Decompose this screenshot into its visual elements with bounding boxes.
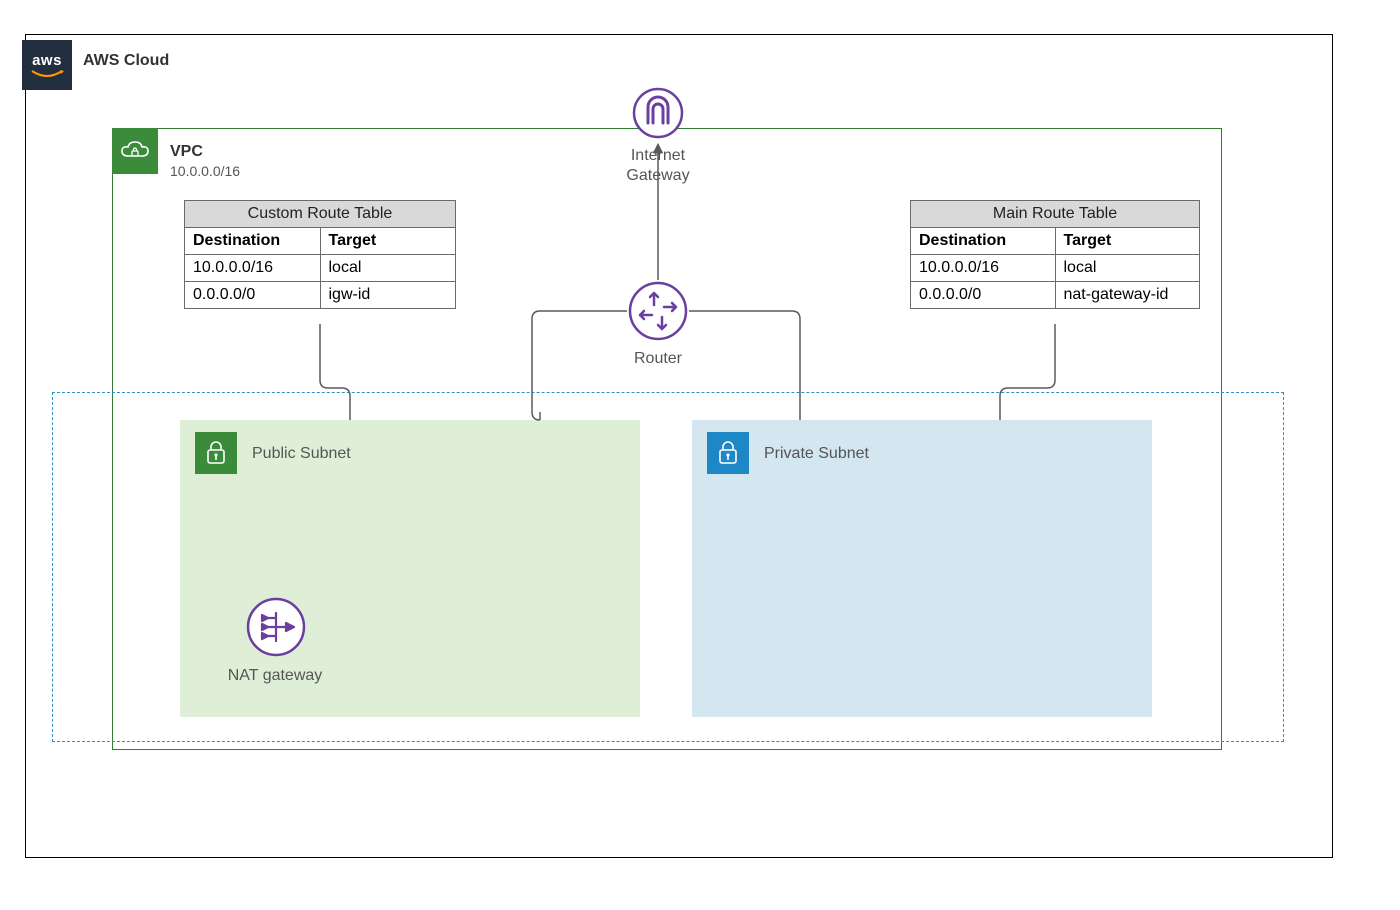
nat-gateway-icon <box>246 597 306 657</box>
nat-gateway-label: NAT gateway <box>210 667 340 685</box>
internet-gateway-icon <box>632 87 684 139</box>
public-subnet-badge <box>195 432 237 474</box>
main-route-table-title: Main Route Table <box>911 201 1200 228</box>
main-rt-col-target: Target <box>1055 228 1200 255</box>
private-subnet-label: Private Subnet <box>764 445 869 463</box>
custom-route-table-title: Custom Route Table <box>185 201 456 228</box>
aws-logo-text: aws <box>32 52 62 69</box>
internet-gateway-label-1: Internet <box>620 147 696 165</box>
router-icon <box>628 281 688 341</box>
lock-icon <box>205 440 227 466</box>
aws-cloud-label: AWS Cloud <box>83 52 169 70</box>
custom-rt-col-target: Target <box>320 228 456 255</box>
main-rt-col-dest: Destination <box>911 228 1056 255</box>
main-route-table: Main Route Table Destination Target 10.0… <box>910 200 1200 309</box>
table-row: 10.0.0.0/16 local <box>185 255 456 282</box>
internet-gateway-label-2: Gateway <box>620 167 696 185</box>
table-row: 0.0.0.0/0 nat-gateway-id <box>911 282 1200 309</box>
aws-logo-badge: aws <box>22 40 72 90</box>
private-subnet-badge <box>707 432 749 474</box>
lock-icon <box>717 440 739 466</box>
public-subnet-label: Public Subnet <box>252 445 351 463</box>
custom-rt-col-dest: Destination <box>185 228 321 255</box>
custom-route-table: Custom Route Table Destination Target 10… <box>184 200 456 309</box>
table-row: 0.0.0.0/0 igw-id <box>185 282 456 309</box>
vpc-cloud-lock-icon <box>120 140 150 162</box>
router-label: Router <box>628 350 688 368</box>
vpc-title: VPC <box>170 143 203 161</box>
vpc-badge <box>112 128 158 174</box>
table-row: 10.0.0.0/16 local <box>911 255 1200 282</box>
vpc-cidr: 10.0.0.0/16 <box>170 163 240 179</box>
private-subnet-box <box>692 420 1152 717</box>
aws-smile-icon <box>30 69 64 79</box>
